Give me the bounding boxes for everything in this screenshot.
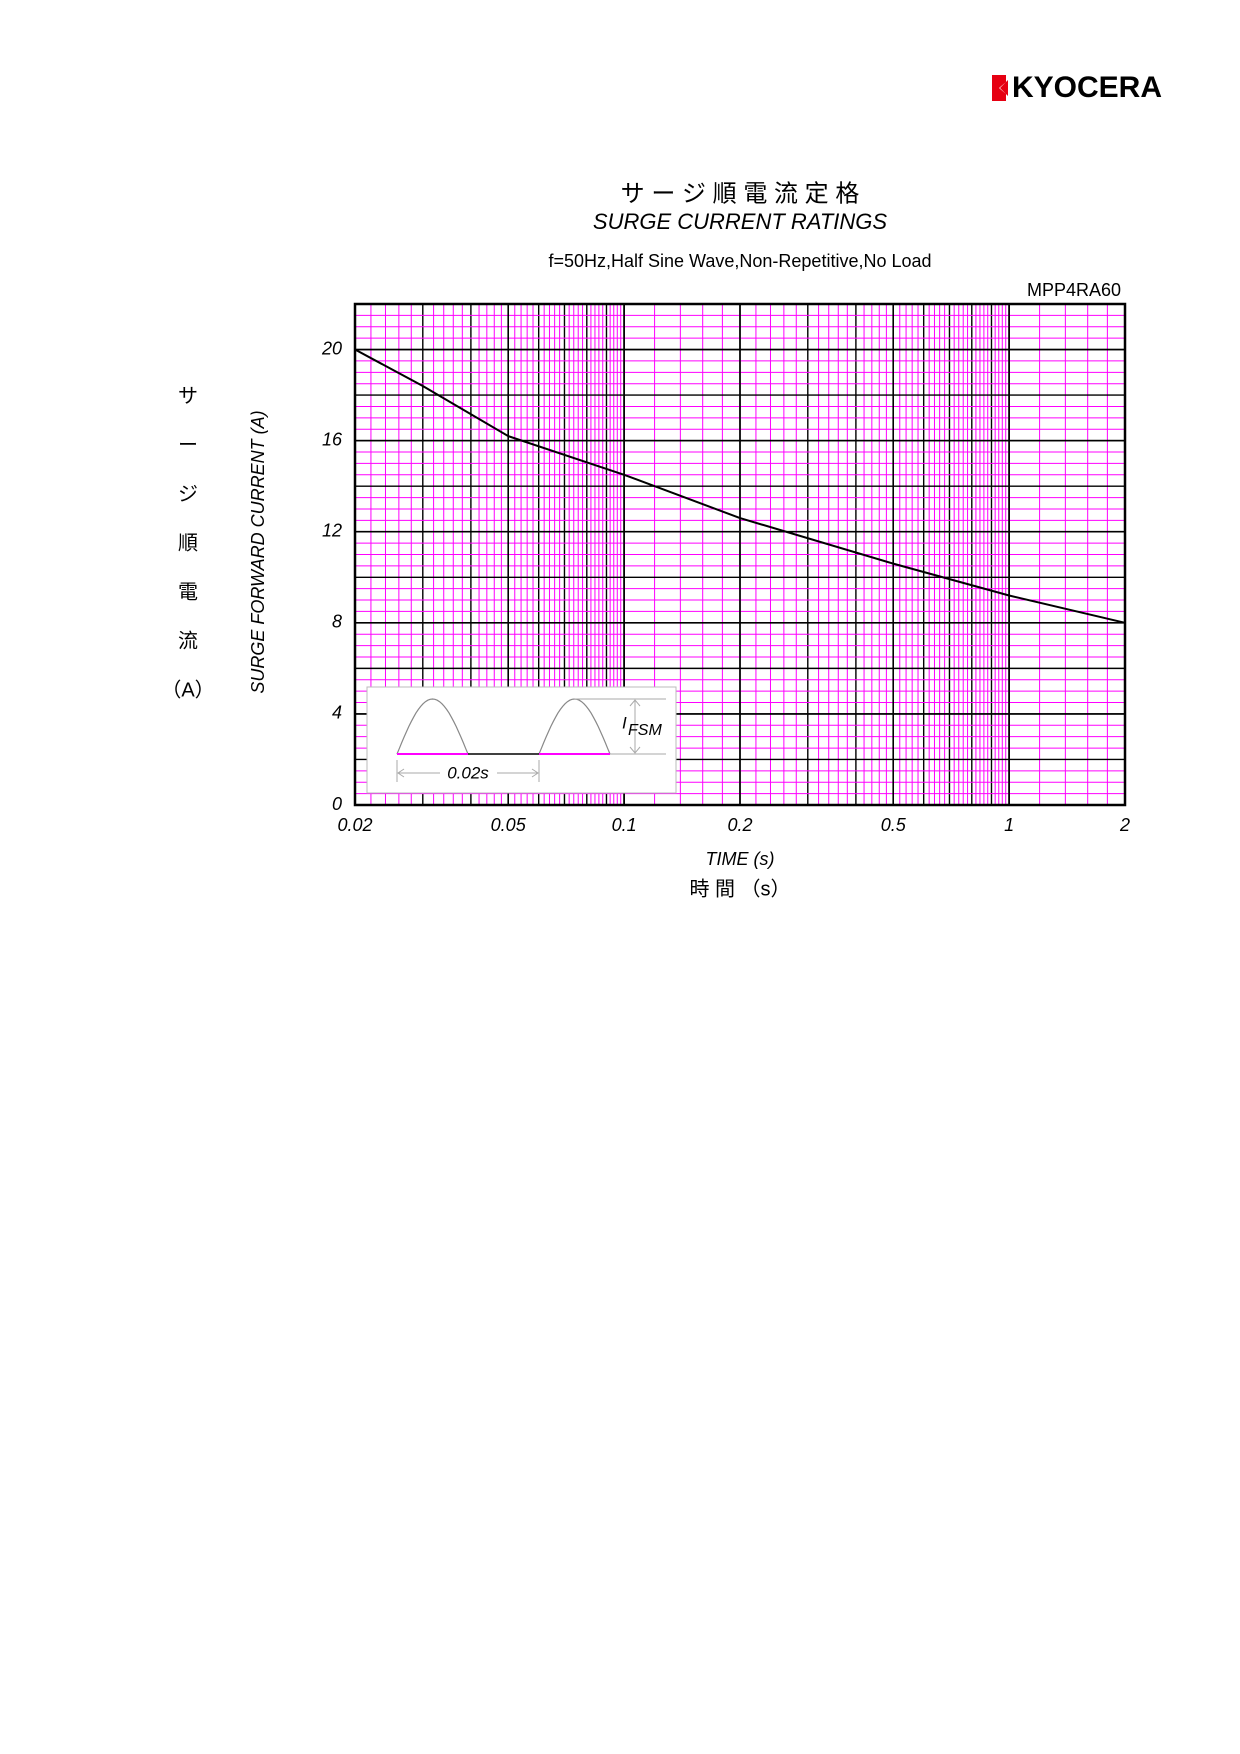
x-tick-label: 2 (1119, 815, 1130, 835)
inset-arrowhead (629, 699, 641, 754)
y-axis-label-ja: 流 (178, 629, 198, 652)
inset-current-symbol: I (622, 713, 627, 732)
x-axis-label-ja: 時 間 （s） (689, 877, 790, 900)
y-axis-label-ja: 電 (178, 581, 198, 603)
curve (354, 348, 1126, 624)
y-tick-label: 4 (332, 703, 342, 723)
y-tick-label: 12 (322, 520, 342, 540)
subtitle: f=50Hz,Half Sine Wave,Non-Repetitive,No … (548, 251, 931, 271)
y-axis-label-ja: （A） (161, 678, 214, 701)
y-tick-label: 20 (321, 338, 342, 358)
y-axis-label: SURGE FORWARD CURRENT (A) (248, 410, 268, 693)
title-ja: サ ー ジ 順 電 流 定 格 (621, 180, 860, 207)
inset-period-label: 0.02s (447, 763, 489, 782)
x-tick-label: 1 (1004, 815, 1014, 835)
y-tick-label: 0 (332, 794, 342, 814)
inset-box (366, 686, 677, 794)
x-tick-label: 0.05 (491, 815, 527, 835)
y-axis-label-ja: ジ (178, 483, 198, 505)
inset-wave (396, 698, 469, 755)
x-tick-label: 0.5 (881, 815, 907, 835)
plot-frame (353, 302, 1127, 807)
part-number: MPP4RA60 (1027, 280, 1121, 300)
y-axis-label-ja: ー (178, 434, 198, 456)
x-tick-label: 0.02 (337, 815, 372, 835)
title: SURGE CURRENT RATINGS (593, 209, 887, 234)
x-axis-label: TIME (s) (706, 849, 775, 869)
y-axis-label-ja: 順 (178, 532, 198, 554)
inset-arrowhead (397, 768, 539, 778)
brand: KYOCERA (1012, 71, 1162, 104)
y-axis-label-ja: サ (178, 385, 198, 407)
y-tick-label: 16 (322, 429, 343, 449)
y-tick-label: 8 (332, 612, 342, 632)
logo-mark (992, 75, 1008, 101)
logo: KYOCERA (992, 71, 1162, 104)
inset-current-subscript: FSM (628, 722, 662, 739)
x-tick-label: 0.1 (612, 815, 637, 835)
x-tick-label: 0.2 (727, 815, 752, 835)
